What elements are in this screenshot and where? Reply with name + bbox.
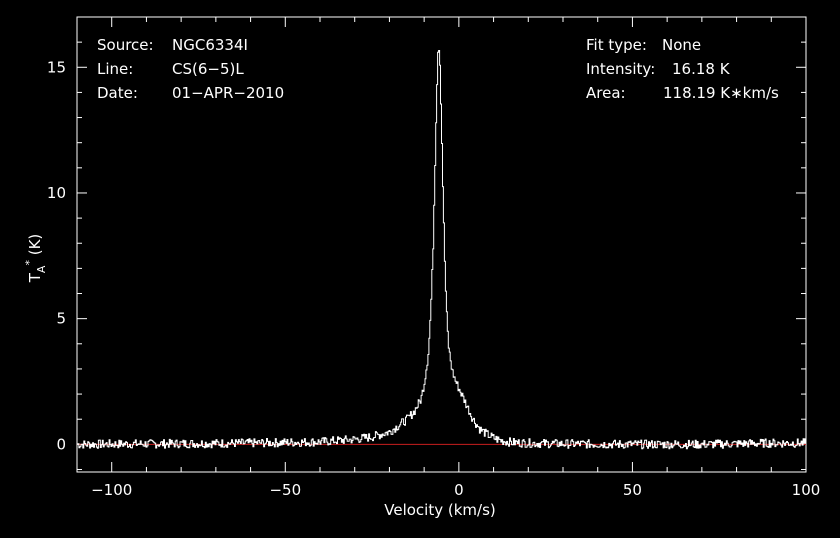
- intensity-value: 16.18 K: [672, 60, 731, 78]
- area-value: 118.19 K∗km/s: [663, 84, 779, 102]
- x-tick-label: −50: [269, 481, 301, 499]
- intensity-label: Intensity:: [586, 60, 655, 78]
- axes-layer: −100 −50 0 50 100 0 5 10 15: [47, 16, 821, 499]
- y-tick-label: 0: [56, 435, 66, 453]
- x-tick-label: 0: [454, 481, 464, 499]
- source-label: Source:: [97, 36, 154, 54]
- x-tick-label: −100: [91, 481, 132, 499]
- y-tick-label: 10: [47, 184, 66, 202]
- line-label: Line:: [97, 60, 133, 78]
- plot-frame: [76, 16, 807, 473]
- x-tick-label: 50: [623, 481, 642, 499]
- data-layer: [77, 50, 806, 450]
- x-tick-label: 100: [792, 481, 821, 499]
- date-value: 01−APR−2010: [172, 84, 284, 102]
- fit-type-label: Fit type:: [586, 36, 647, 54]
- date-label: Date:: [97, 84, 138, 102]
- area-label: Area:: [586, 84, 626, 102]
- y-tick-label: 15: [47, 58, 66, 76]
- y-axis-title-text: TA* (K): [23, 234, 48, 284]
- fit-type-value: None: [662, 36, 701, 54]
- y-tick-label: 5: [56, 310, 66, 328]
- source-value: NGC6334I: [172, 36, 248, 54]
- x-axis-title: Velocity (km/s): [384, 501, 495, 519]
- spectrum-line: [77, 50, 806, 450]
- y-axis-title: TA* (K): [23, 234, 48, 284]
- line-value: CS(6−5)L: [172, 60, 244, 78]
